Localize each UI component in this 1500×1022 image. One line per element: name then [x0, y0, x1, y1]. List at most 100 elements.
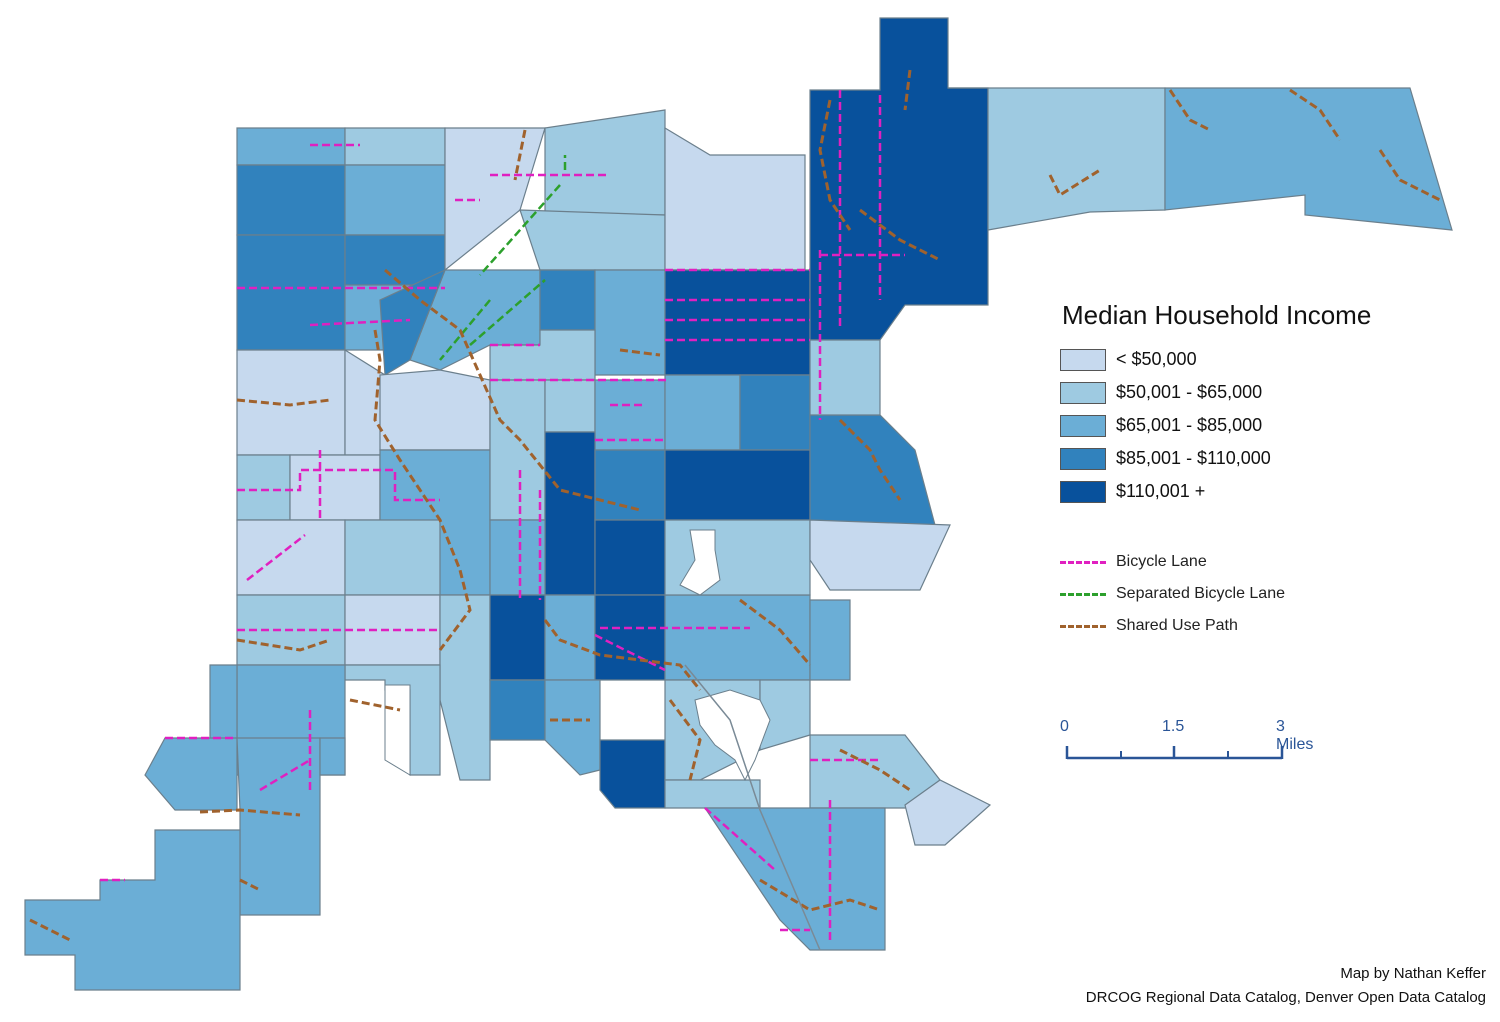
shared-use-path-24 — [1048, 168, 1101, 198]
legend-shared-use-path: Shared Use Path — [1060, 610, 1480, 642]
line-label: Bicycle Lane — [1116, 553, 1207, 570]
route-lines — [29, 69, 1441, 951]
region-m-2 — [544, 379, 596, 433]
map-credits: Map by Nathan Keffer DRCOG Regional Data… — [1086, 962, 1486, 1010]
shared-use-path-21 — [29, 918, 71, 942]
region-n-7 — [594, 269, 666, 376]
region-sw-5 — [319, 737, 346, 776]
legend-bicycle-lane: Bicycle Lane — [1060, 546, 1480, 578]
region-n-9 — [664, 126, 806, 271]
data-sources: DRCOG Regional Data Catalog, Denver Open… — [1085, 989, 1486, 1006]
shared-use-path-4 — [739, 598, 812, 666]
legend: Median Household Income < $50,000 $50,00… — [1060, 300, 1480, 642]
legend-title: Median Household Income — [1062, 300, 1372, 330]
region-m-11 — [594, 519, 666, 596]
region-n-5 — [379, 268, 447, 377]
region-s-5 — [544, 594, 596, 681]
class-label: $65,001 - $85,000 — [1116, 415, 1263, 435]
region-s-12 — [809, 519, 951, 591]
region-se-5 — [703, 807, 886, 951]
region-s-13 — [809, 599, 851, 681]
region-s-7 — [489, 679, 546, 741]
swatch-110k-plus — [1060, 480, 1106, 503]
shared-use-path-17 — [903, 69, 912, 111]
region-sw-3 — [144, 737, 238, 811]
scale-label-end: 3 Miles — [1276, 718, 1314, 753]
legend-class-5: $110,001 + — [1060, 475, 1480, 508]
scale-ticks — [1065, 746, 1284, 760]
swatch-50k-65k — [1060, 381, 1106, 404]
shared-use-path-3 — [543, 619, 702, 691]
region-sw-6 — [24, 829, 241, 991]
author-credit: Map by Nathan Keffer — [1340, 965, 1486, 982]
gap-1 — [679, 529, 721, 596]
region-s-3 — [439, 594, 491, 781]
bicycle-lane-2 — [309, 318, 411, 327]
region-nw-a — [236, 164, 346, 236]
region-n-6 — [539, 269, 596, 331]
shared-use-path-2 — [373, 329, 472, 651]
shared-use-path-8 — [818, 99, 852, 231]
shared-use-path-5 — [236, 638, 331, 652]
swatch-65k-85k — [1060, 414, 1106, 437]
shared-use-path-7 — [838, 418, 902, 501]
shared-use-path-13 — [349, 698, 401, 712]
region-ne-hi — [664, 269, 811, 376]
separated-lane-4 — [469, 279, 546, 346]
scale-label-0: 0 — [1060, 718, 1069, 735]
separated-lane-3 — [439, 299, 491, 361]
region-se-6 — [904, 779, 992, 846]
region-m-12 — [489, 519, 546, 596]
line-label: Shared Use Path — [1116, 617, 1238, 634]
scale-label-mid: 1.5 — [1162, 718, 1185, 735]
region-m-1 — [489, 379, 546, 521]
region-m-10 — [809, 339, 881, 416]
region-w-4 — [236, 454, 291, 521]
region-s-9 — [599, 739, 666, 809]
region-w-8 — [344, 519, 441, 596]
region-n-3 — [519, 209, 666, 271]
region-s-8 — [544, 679, 601, 776]
shared-use-path-10 — [1289, 88, 1342, 141]
swatch-lt-50k — [1060, 348, 1106, 371]
legend-class-1: < $50,000 — [1060, 343, 1480, 376]
shared-path-sample — [1060, 624, 1106, 628]
region-sw-4 — [236, 737, 321, 916]
region-m-9 — [809, 414, 936, 526]
shared-use-path-12 — [236, 398, 331, 407]
income-class-list: < $50,000 $50,001 - $65,000 $65,001 - $8… — [1060, 343, 1480, 508]
class-label: $85,001 - $110,000 — [1116, 448, 1271, 468]
region-n-2 — [544, 109, 666, 216]
legend-class-2: $50,001 - $65,000 — [1060, 376, 1480, 409]
region-fne-2 — [1164, 87, 1453, 231]
shared-use-path-1 — [384, 268, 641, 512]
region-m-7 — [594, 449, 666, 521]
region-m-4 — [664, 374, 741, 451]
bicycle-lane-14 — [237, 468, 440, 502]
bicycle-lane-24 — [259, 758, 311, 792]
region-nw-b — [344, 164, 446, 236]
region-nw-top — [236, 127, 346, 166]
shared-use-path-22 — [239, 878, 261, 892]
class-label: < $50,000 — [1116, 349, 1197, 369]
scale-bar: 0 1.5 3 Miles — [1060, 718, 1313, 768]
rail-line — [684, 664, 821, 951]
region-m-5 — [739, 374, 811, 451]
shared-use-path-19 — [668, 699, 702, 781]
class-label: $110,001 + — [1116, 481, 1206, 501]
bicycle-lane-16 — [246, 534, 306, 581]
region-m-6 — [544, 431, 596, 596]
bicycle-lane-sample — [1060, 560, 1106, 564]
line-label: Separated Bicycle Lane — [1116, 585, 1285, 602]
shared-use-path-14 — [839, 748, 911, 792]
separated-lane-sample — [1060, 592, 1106, 596]
region-m-8 — [664, 449, 811, 521]
bicycle-lane-25 — [704, 807, 776, 871]
region-ne-tall — [809, 17, 989, 341]
region-se-4 — [664, 779, 761, 809]
region-s-4 — [489, 594, 546, 681]
separated-lane-1 — [479, 184, 561, 276]
legend-separated-bicycle-lane: Separated Bicycle Lane — [1060, 578, 1480, 610]
shared-use-path-16 — [513, 129, 527, 181]
